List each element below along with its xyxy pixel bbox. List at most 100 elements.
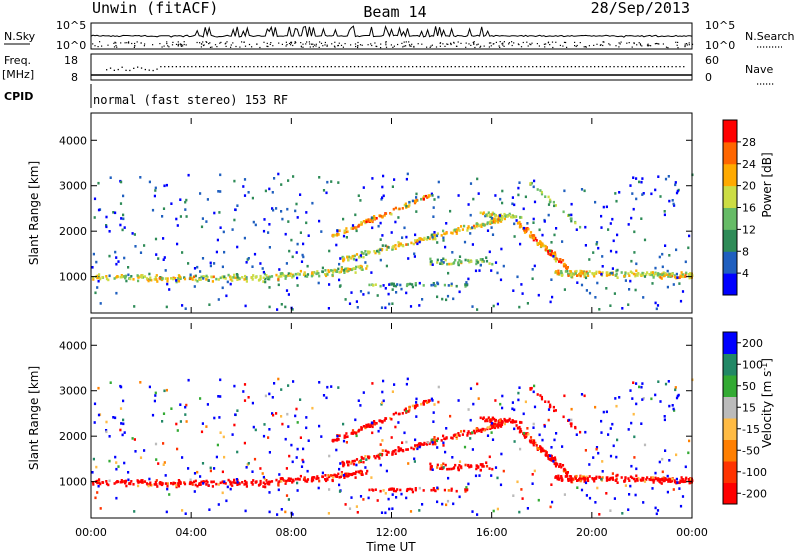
data-point	[627, 223, 630, 226]
data-point	[650, 192, 653, 196]
data-point	[295, 456, 298, 459]
data-point	[155, 483, 158, 486]
data-point	[513, 235, 516, 238]
noise-search-point	[647, 45, 649, 47]
data-point	[482, 427, 485, 431]
data-point	[233, 478, 236, 482]
data-point	[97, 274, 100, 278]
data-point	[394, 284, 398, 288]
data-point	[224, 277, 227, 280]
data-point	[409, 487, 412, 491]
noise-search-point	[171, 44, 174, 46]
data-point	[322, 189, 326, 192]
data-point	[108, 479, 111, 483]
data-point	[226, 280, 229, 284]
data-point	[101, 276, 104, 279]
noise-search-point	[576, 44, 578, 47]
data-point	[115, 481, 118, 484]
nave-point	[609, 66, 611, 68]
data-point	[163, 389, 166, 393]
data-point	[321, 270, 324, 273]
data-point	[232, 276, 235, 279]
data-point	[684, 480, 687, 483]
data-point	[357, 265, 360, 269]
data-point	[347, 474, 350, 477]
noise-search-point	[648, 44, 650, 47]
data-point	[345, 227, 348, 230]
data-point	[673, 480, 677, 484]
data-point	[193, 490, 196, 493]
data-point	[193, 472, 197, 475]
nave-point	[659, 66, 662, 68]
data-point	[435, 234, 439, 238]
noise-search-point	[476, 44, 478, 46]
noise-search-point	[239, 46, 241, 48]
data-point	[373, 250, 376, 253]
nave-point	[117, 68, 119, 71]
data-point	[553, 409, 556, 413]
data-point	[414, 199, 417, 203]
data-point	[669, 275, 672, 278]
data-point	[297, 477, 300, 481]
data-point	[355, 229, 358, 233]
data-point	[359, 254, 362, 257]
data-point	[133, 233, 136, 236]
data-point	[243, 399, 247, 402]
noise-search-point	[201, 43, 203, 45]
data-point	[232, 481, 235, 484]
data-point	[166, 484, 169, 488]
noise-search-point	[596, 43, 598, 45]
data-point	[641, 398, 644, 401]
noise-search-point	[684, 43, 686, 45]
data-point	[620, 476, 623, 479]
noise-search-point	[421, 43, 423, 45]
nave-point	[260, 66, 263, 68]
data-point	[218, 416, 221, 419]
data-point	[231, 228, 234, 231]
data-point	[598, 475, 601, 479]
data-point	[664, 477, 667, 480]
data-point	[165, 388, 168, 392]
data-point	[213, 467, 216, 470]
data-point	[466, 227, 469, 230]
data-point	[558, 260, 561, 263]
data-point	[264, 189, 267, 193]
data-point	[151, 208, 155, 212]
data-point	[464, 258, 467, 262]
nave-point	[485, 66, 487, 68]
data-point	[300, 465, 304, 468]
data-point	[651, 478, 654, 482]
data-point	[400, 492, 403, 496]
data-point	[193, 267, 197, 270]
data-point	[471, 431, 474, 434]
data-point	[154, 189, 157, 192]
y-tick-label: 3000	[59, 180, 87, 193]
data-point	[436, 281, 439, 285]
data-point	[527, 227, 530, 231]
data-point	[552, 457, 555, 461]
data-point	[379, 489, 382, 493]
data-point	[673, 204, 676, 207]
noise-search-point	[435, 46, 438, 48]
noise-search-point	[536, 43, 538, 45]
noise-search-point	[175, 43, 178, 45]
nave-point	[222, 66, 224, 68]
data-point	[640, 385, 643, 389]
noise-search-point	[479, 46, 481, 48]
data-point	[96, 479, 99, 483]
data-point	[416, 444, 419, 448]
nave-point	[206, 66, 208, 68]
noise-search-point	[646, 44, 649, 46]
data-point	[362, 186, 365, 189]
noise-search-point	[522, 41, 524, 44]
data-point	[629, 389, 632, 392]
data-point	[318, 274, 321, 278]
data-point	[295, 202, 298, 206]
data-point	[675, 191, 679, 195]
noise-search-point	[493, 43, 495, 45]
data-point	[668, 254, 671, 257]
data-point	[374, 251, 377, 255]
data-point	[643, 443, 647, 447]
data-point	[446, 294, 450, 298]
